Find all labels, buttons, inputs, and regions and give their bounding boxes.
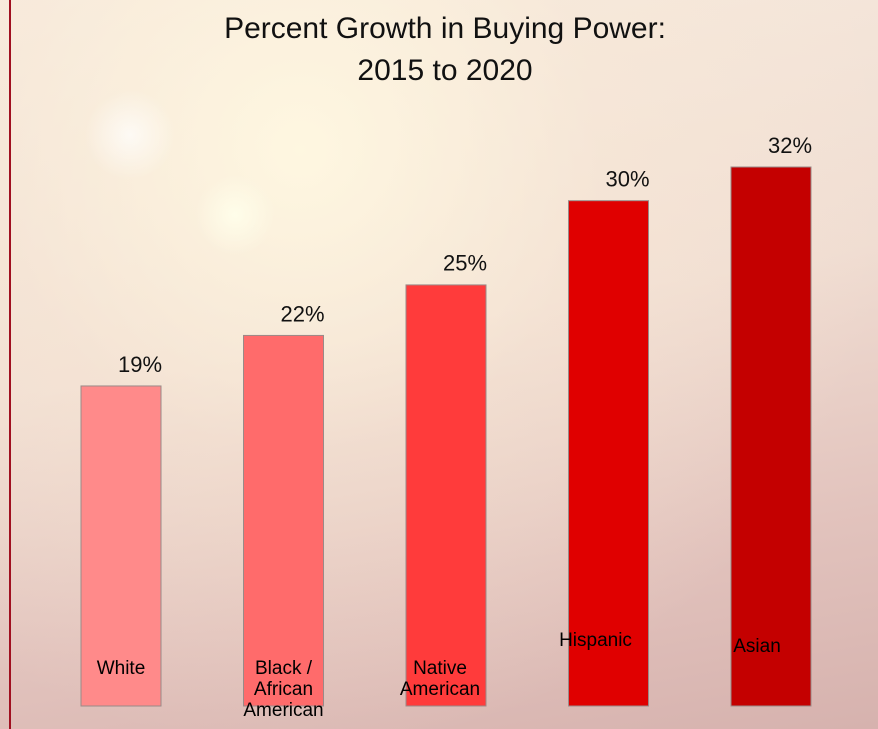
data-label: 19% bbox=[118, 352, 162, 377]
data-label: 25% bbox=[443, 251, 487, 276]
category-label: White bbox=[96, 658, 146, 679]
chart-title: Percent Growth in Buying Power: bbox=[224, 12, 666, 45]
bar bbox=[243, 334, 324, 707]
data-label: 32% bbox=[768, 133, 812, 158]
data-label: 30% bbox=[605, 167, 649, 192]
bar bbox=[405, 284, 487, 707]
bar bbox=[80, 385, 162, 707]
category-label: Native American bbox=[399, 658, 481, 700]
bar bbox=[568, 200, 649, 707]
data-label: 22% bbox=[280, 301, 324, 326]
bar bbox=[730, 166, 812, 707]
category-label: Black / African American bbox=[243, 658, 324, 721]
category-label: Hispanic bbox=[559, 630, 632, 651]
chart-title: 2015 to 2020 bbox=[357, 54, 532, 87]
category-label: Asian bbox=[733, 636, 781, 657]
frame-edge bbox=[9, 0, 11, 729]
